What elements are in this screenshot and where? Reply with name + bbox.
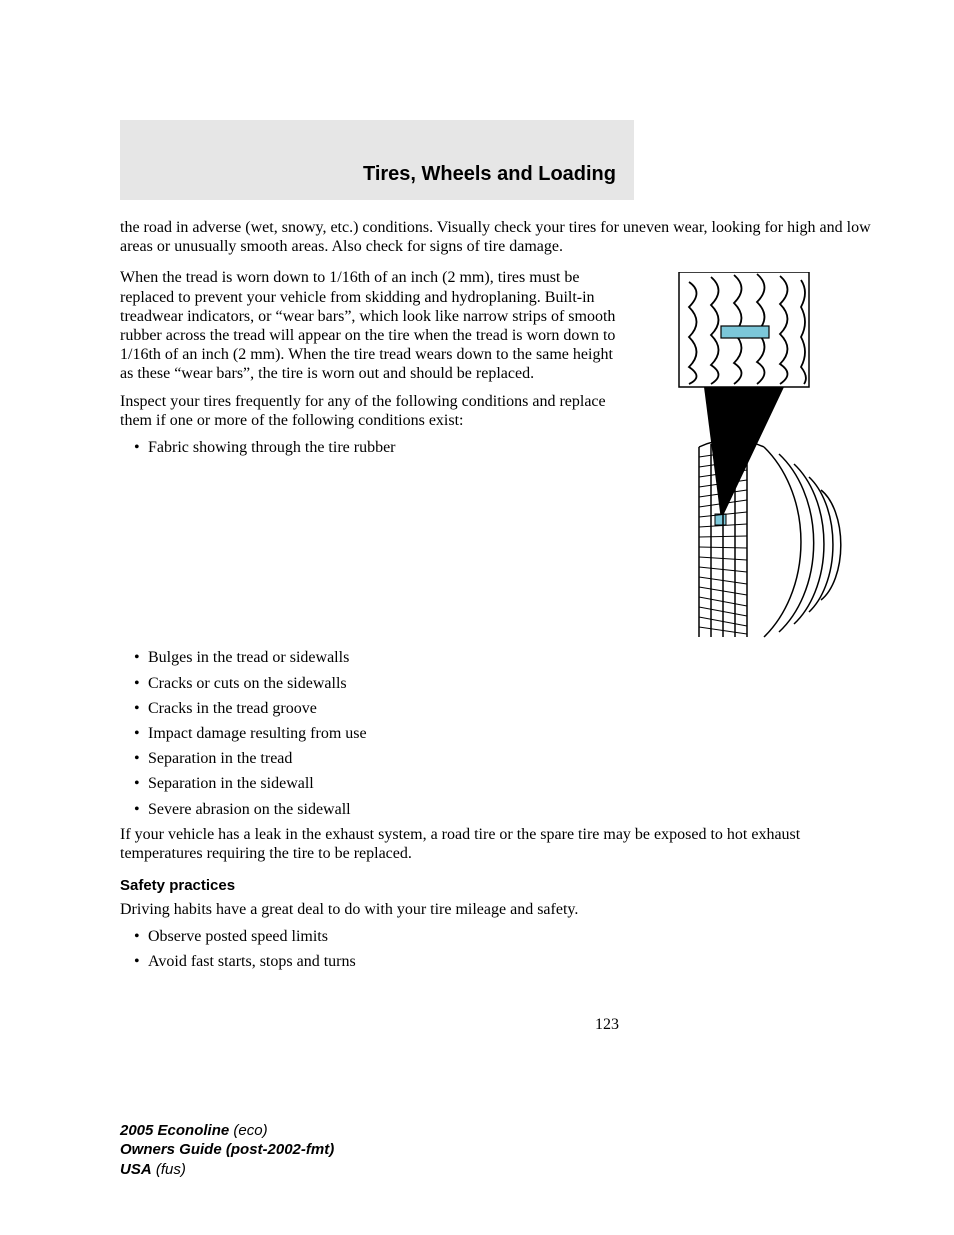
list-item: Impact damage resulting from use	[134, 724, 874, 743]
footer-guide: Owners Guide	[120, 1141, 222, 1158]
footer-region: USA	[120, 1161, 152, 1178]
left-column: When the tread is worn down to 1/16th of…	[120, 268, 626, 642]
list-item: Severe abrasion on the sidewall	[134, 800, 874, 819]
conditions-list-partial: Fabric showing through the tire rubber	[120, 438, 626, 457]
wear-bar-highlight	[721, 326, 769, 338]
right-column	[644, 268, 874, 642]
exhaust-paragraph: If your vehicle has a leak in the exhaus…	[120, 825, 874, 863]
header-band: Tires, Wheels and Loading	[120, 120, 634, 200]
footer-block: 2005 Econoline (eco) Owners Guide (post-…	[120, 1121, 334, 1180]
list-item: Bulges in the tread or sidewalls	[134, 648, 874, 667]
footer-line-2: Owners Guide (post-2002-fmt)	[120, 1140, 334, 1160]
inspect-paragraph: Inspect your tires frequently for any of…	[120, 392, 626, 430]
list-item: Cracks in the tread groove	[134, 699, 874, 718]
two-column-block: When the tread is worn down to 1/16th of…	[120, 268, 874, 642]
tread-paragraph: When the tread is worn down to 1/16th of…	[120, 268, 626, 383]
page-number: 123	[595, 1016, 619, 1034]
footer-line-1: 2005 Econoline (eco)	[120, 1121, 334, 1141]
footer-model: 2005 Econoline	[120, 1122, 229, 1139]
intro-paragraph: the road in adverse (wet, snowy, etc.) c…	[120, 218, 874, 256]
list-item: Separation in the tread	[134, 749, 874, 768]
safety-heading: Safety practices	[120, 877, 874, 894]
list-item: Avoid fast starts, stops and turns	[134, 952, 874, 971]
tire-illustration	[649, 272, 869, 642]
footer-guide-suffix: (post-2002-fmt)	[226, 1141, 334, 1158]
footer-line-3: USA (fus)	[120, 1160, 334, 1180]
footer-region-suffix: (fus)	[156, 1161, 186, 1178]
list-item: Observe posted speed limits	[134, 927, 874, 946]
safety-list: Observe posted speed limits Avoid fast s…	[120, 927, 874, 971]
list-item: Separation in the sidewall	[134, 774, 874, 793]
list-item: Cracks or cuts on the sidewalls	[134, 674, 874, 693]
conditions-list-continued: Bulges in the tread or sidewalls Cracks …	[120, 648, 874, 818]
page-container: Tires, Wheels and Loading the road in ad…	[0, 0, 954, 1235]
list-item: Fabric showing through the tire rubber	[134, 438, 626, 457]
section-title: Tires, Wheels and Loading	[363, 163, 616, 186]
footer-model-suffix: (eco)	[233, 1122, 267, 1139]
content-area: the road in adverse (wet, snowy, etc.) c…	[120, 218, 874, 972]
safety-lead: Driving habits have a great deal to do w…	[120, 900, 874, 919]
